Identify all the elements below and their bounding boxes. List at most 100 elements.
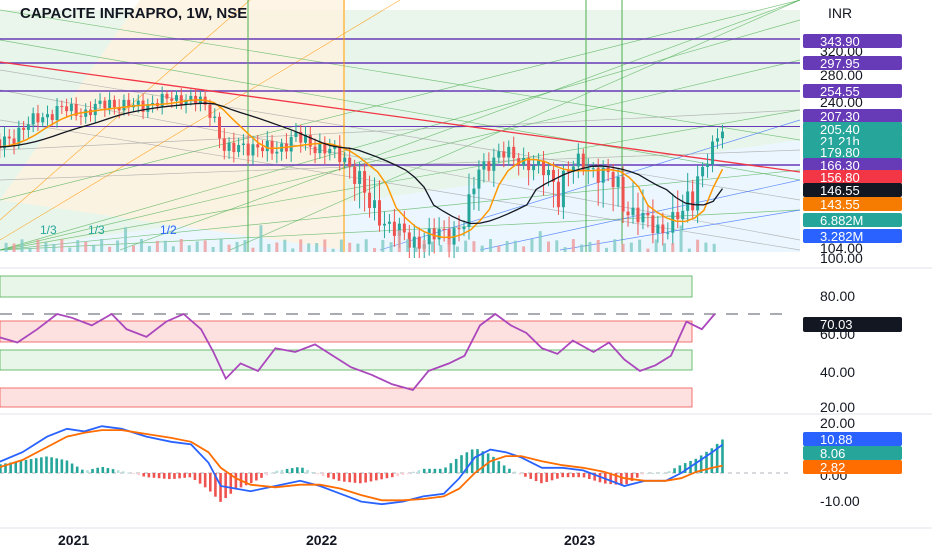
candle-body (232, 142, 236, 153)
level-badge (803, 229, 902, 243)
candle-body (275, 151, 279, 154)
macd-histogram-bar (561, 473, 565, 478)
macd-histogram-bar (101, 466, 105, 473)
macd-histogram-bar (321, 473, 325, 476)
macd-tick-minus10: -10.00 (820, 493, 860, 509)
level-badge-text: 6.882M (820, 213, 863, 228)
candle-body (127, 99, 131, 108)
macd-value-badge (803, 460, 902, 474)
candle-body (328, 148, 332, 154)
volume-bar (571, 239, 575, 252)
fan-line (0, 119, 801, 251)
macd-histogram-bar (513, 471, 517, 473)
volume-bar (291, 248, 295, 252)
candle-body (246, 143, 250, 156)
candle-body (89, 109, 93, 116)
candle-body (256, 144, 260, 148)
candle-body (165, 93, 169, 99)
candle-body (333, 145, 337, 149)
volume-bar (538, 231, 542, 252)
macd-histogram-bar (275, 470, 279, 473)
macd-histogram-bar (364, 473, 367, 483)
candle-body (681, 210, 685, 220)
candle-body (251, 144, 255, 156)
macd-histogram-bar (673, 468, 676, 473)
candle-body (265, 140, 269, 152)
level-badge (803, 197, 902, 211)
macd-histogram-bar (229, 473, 233, 494)
volume-bar (267, 243, 271, 252)
signal-line (0, 429, 723, 502)
macd-histogram-bar (348, 473, 351, 483)
macd-histogram-bar (111, 469, 115, 473)
volume-bar (36, 239, 40, 252)
candle-body (556, 181, 560, 208)
macd-histogram-bar (234, 473, 238, 490)
level-badge-text: 143.55 (820, 197, 860, 212)
volume-bar (596, 239, 600, 252)
red-trendline (0, 61, 801, 173)
macd-histogram-bar (449, 463, 453, 473)
candle-body (542, 160, 546, 176)
macd-histogram-bar (280, 469, 284, 473)
volume-bar (339, 239, 343, 252)
candle-body (136, 100, 140, 105)
candle-body (141, 100, 145, 112)
volume-bar (12, 243, 16, 252)
macd-tick-20: 20.00 (820, 415, 855, 431)
level-badge (803, 84, 902, 98)
macd-histogram-bar (86, 470, 89, 473)
volume-bar (132, 245, 136, 252)
volume-bar (187, 245, 191, 252)
volume-bar (243, 240, 247, 252)
macd-histogram-bar (147, 473, 151, 478)
volume-bar (621, 243, 625, 252)
rsi-upper-green-band (0, 275, 693, 298)
candle-body (616, 176, 620, 188)
candle-body (601, 167, 605, 183)
macd-histogram-bar (614, 473, 618, 485)
candle-body (179, 95, 183, 105)
macd-histogram-bar (311, 472, 314, 473)
macd-histogram (0, 439, 724, 502)
candle-body (304, 135, 308, 143)
candle-body (720, 131, 724, 139)
volume-bar (116, 240, 120, 252)
fan-line (0, 109, 801, 151)
macd-value-text: 8.06 (820, 446, 845, 461)
macd-histogram-bar (465, 452, 469, 473)
candle-body (636, 207, 640, 223)
macd-histogram-bar (492, 456, 495, 473)
candle-body (84, 109, 88, 117)
candle-body (17, 127, 21, 145)
macd-histogram-bar (306, 469, 309, 473)
volume-bar (513, 240, 517, 252)
macd-histogram-bar (476, 449, 479, 473)
macd-histogram-bar (396, 473, 399, 477)
candle-body (222, 138, 226, 151)
candle-body (146, 104, 150, 112)
macd-histogram-bar (406, 473, 410, 474)
candle-body (31, 113, 35, 125)
volume-bar (100, 239, 104, 252)
volume-bar (155, 240, 159, 252)
background-zones (0, 0, 800, 252)
level-badge-text: 205.40 (820, 122, 860, 137)
macd-histogram-bar (116, 470, 120, 473)
macd-histogram-bar (173, 473, 176, 479)
macd-histogram-bar (540, 473, 543, 484)
candle-body (289, 136, 293, 152)
candle-body (691, 191, 695, 211)
candle-body (41, 117, 45, 123)
x-tick-2023: 2023 (564, 532, 595, 548)
moving-averages (0, 99, 724, 239)
volume-bar (580, 244, 584, 252)
volume-bar (92, 244, 96, 252)
macd-histogram-bar (646, 473, 650, 474)
level-badge (803, 134, 902, 148)
candle-body (671, 212, 675, 233)
volume-bar (163, 240, 167, 252)
volume-bar (704, 242, 708, 252)
candle-body (313, 146, 317, 154)
rsi-value-label: 70.03 (820, 317, 853, 332)
